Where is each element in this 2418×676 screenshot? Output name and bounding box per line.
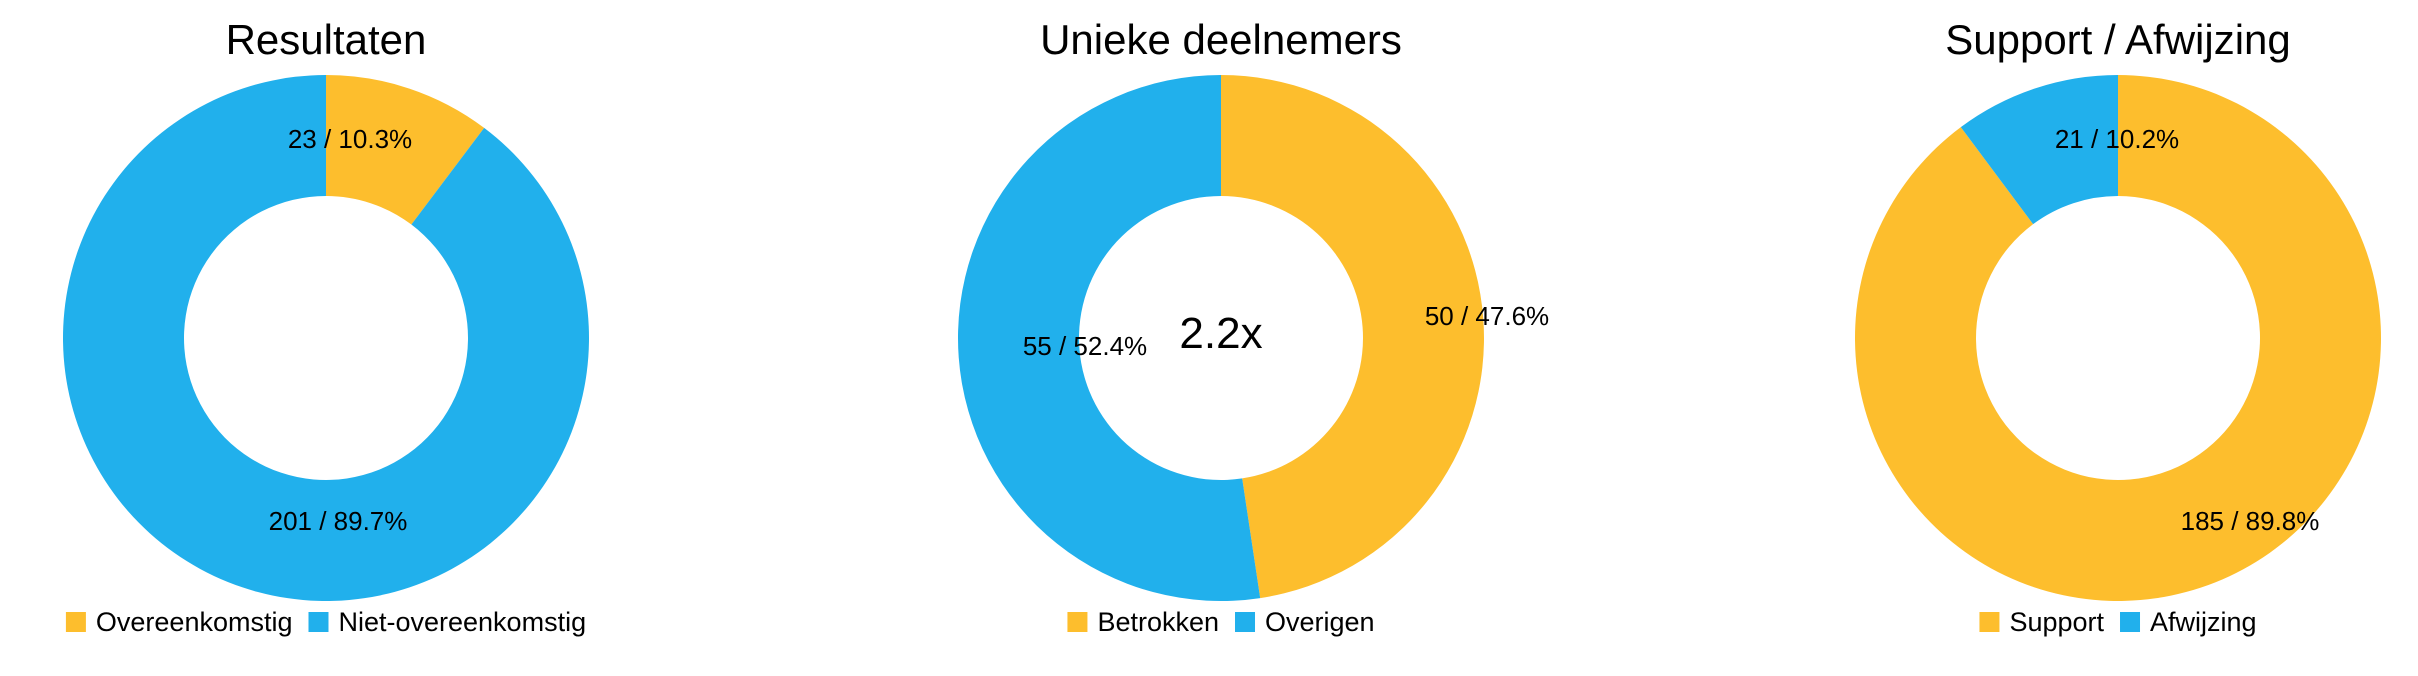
legend-label: Support (2009, 607, 2104, 637)
chart-title: Support / Afwijzing (1945, 16, 2291, 63)
slice-data-label: 185 / 89.8% (2181, 506, 2320, 536)
donut-slices (1854, 75, 2381, 601)
chart-resultaten: Resultaten 23 / 10.3% 201 / 89.7% Overeenk… (62, 16, 589, 637)
slice-data-label: 23 / 10.3% (288, 124, 412, 154)
legend: Betrokken Overigen (1067, 607, 1375, 637)
slice-data-label: 50 / 47.6% (1425, 301, 1549, 331)
slice-overigen[interactable] (958, 74, 1261, 601)
legend: Overeenkomstig Niet-overeenkomstig (65, 607, 586, 637)
legend-label: Betrokken (1097, 607, 1219, 637)
legend-swatch (308, 612, 329, 632)
legend-label: Overigen (1265, 607, 1375, 637)
chart-support-afwijzing: Support / Afwijzing 185 / 89.8% 21 / 10.2… (1854, 16, 2381, 637)
donut-slices (62, 75, 589, 601)
donut-slices (958, 74, 1485, 601)
legend-item[interactable]: Niet-overeenkomstig (308, 607, 586, 637)
legend: Support Afwijzing (1979, 607, 2257, 637)
center-label: 2.2x (1179, 309, 1262, 358)
legend-label: Niet-overeenkomstig (338, 607, 586, 637)
legend-label: Overeenkomstig (96, 607, 293, 637)
legend-label: Afwijzing (2150, 607, 2257, 637)
legend-swatch (65, 612, 86, 632)
slice-betrokken[interactable] (1221, 75, 1485, 599)
legend-item[interactable]: Overeenkomstig (65, 607, 293, 637)
legend-swatch (2120, 612, 2141, 632)
slice-afwijzing[interactable] (1960, 75, 2118, 225)
slice-data-label: 55 / 52.4% (1023, 331, 1147, 361)
legend-swatch (1235, 612, 1256, 632)
slice-overeenkomstig[interactable] (326, 75, 485, 225)
chart-unieke-deelnemers: Unieke deelnemers 2.2x 50 / 47.6% 55 / 52… (958, 16, 1549, 637)
slice-support[interactable] (1854, 75, 2381, 601)
chart-title: Resultaten (226, 16, 427, 63)
legend-swatch (1067, 612, 1088, 632)
slice-data-label: 201 / 89.7% (269, 506, 408, 536)
legend-swatch (1979, 612, 2000, 632)
legend-item[interactable]: Support (1979, 607, 2105, 637)
slice-niet-overeenkomstig[interactable] (62, 75, 589, 601)
legend-item[interactable]: Afwijzing (2120, 607, 2257, 637)
legend-item[interactable]: Betrokken (1067, 607, 1219, 637)
chart-title: Unieke deelnemers (1040, 16, 1402, 63)
legend-item[interactable]: Overigen (1235, 607, 1375, 637)
slice-data-label: 21 / 10.2% (2055, 124, 2179, 154)
